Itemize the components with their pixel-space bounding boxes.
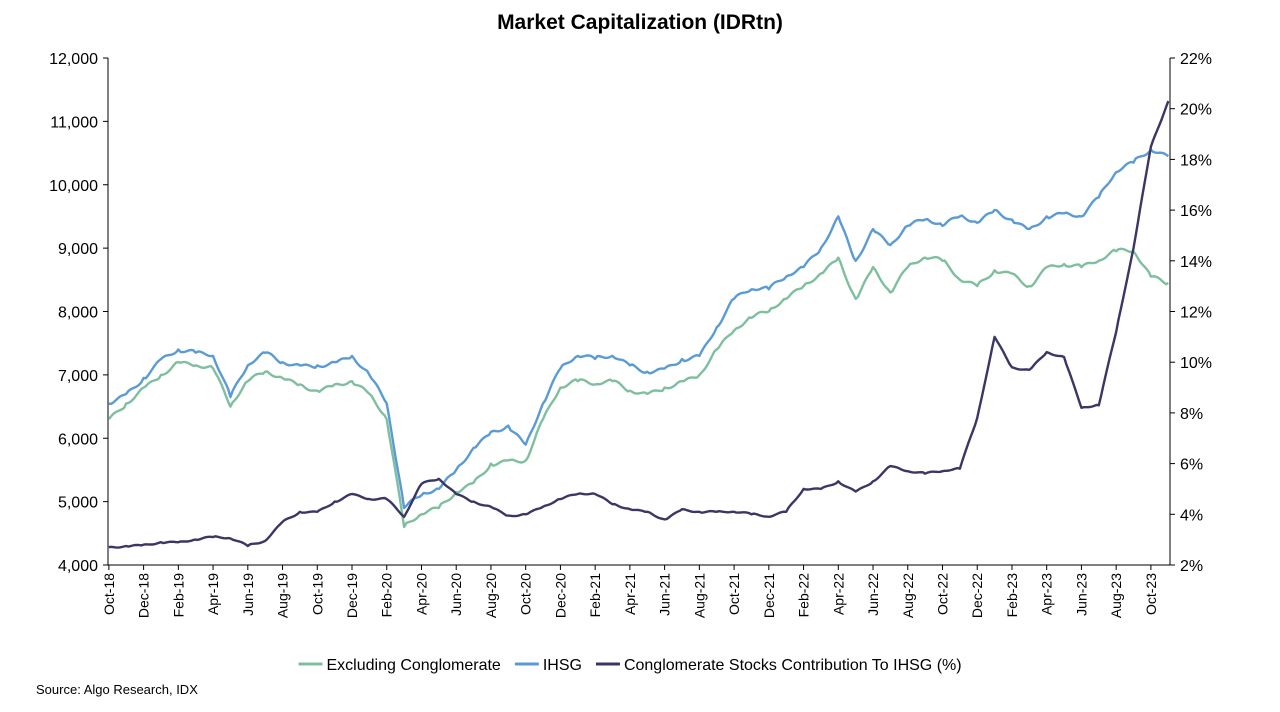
y-left-tick-label: 11,000: [50, 114, 98, 131]
x-tick-label: Aug-23: [1108, 573, 1124, 618]
y-left-tick-label: 12,000: [49, 51, 98, 68]
y-right-tick-label: 22%: [1180, 51, 1212, 68]
x-tick-label: Aug-20: [483, 573, 499, 618]
legend-label: Conglomerate Stocks Contribution To IHSG…: [624, 657, 962, 674]
x-tick-label: Oct-19: [309, 573, 325, 615]
series-line-conglomerate-stocks-contribution-to-ihsg: [108, 100, 1170, 549]
y-left-tick-label: 8,000: [58, 305, 98, 322]
x-tick-label: Feb-23: [1004, 573, 1020, 618]
y-right-tick-label: 10%: [1180, 355, 1212, 372]
y-left-tick-label: 6,000: [58, 431, 98, 448]
x-tick-label: Oct-20: [518, 573, 534, 615]
legend-label: Excluding Conglomerate: [327, 657, 501, 674]
y-right-tick-label: 8%: [1180, 406, 1203, 423]
y-right-tick-label: 16%: [1180, 203, 1212, 220]
x-tick-label: Dec-19: [344, 573, 360, 618]
x-tick-label: Apr-22: [830, 573, 846, 615]
y-left-tick-label: 4,000: [58, 558, 98, 575]
y-right-tick-label: 20%: [1180, 102, 1212, 119]
legend-label: IHSG: [543, 657, 582, 674]
series-line-excluding-conglomerate: [107, 247, 1169, 529]
x-tick-label: Dec-21: [761, 573, 777, 618]
x-tick-label: Apr-20: [413, 573, 429, 615]
y-left-tick-label: 7,000: [58, 368, 98, 385]
x-tick-label: Apr-21: [622, 573, 638, 615]
x-tick-label: Aug-21: [691, 573, 707, 618]
x-tick-label: Jun-22: [865, 573, 881, 616]
x-tick-label: Jun-23: [1073, 573, 1089, 616]
y-right-tick-label: 2%: [1180, 558, 1203, 575]
x-tick-label: Apr-19: [205, 573, 221, 615]
y-left-tick-label: 5,000: [58, 495, 98, 512]
x-tick-label: Dec-18: [136, 573, 152, 618]
x-tick-label: Jun-21: [657, 573, 673, 616]
x-tick-label: Feb-21: [587, 573, 603, 618]
y-right-tick-label: 14%: [1180, 254, 1212, 271]
y-right-tick-label: 6%: [1180, 457, 1203, 474]
x-tick-label: Aug-22: [900, 573, 916, 618]
x-tick-label: Oct-23: [1143, 573, 1159, 615]
series-line-ihsg: [108, 148, 1170, 510]
x-tick-label: Jun-20: [448, 573, 464, 616]
x-tick-label: Dec-20: [552, 573, 568, 618]
x-tick-label: Aug-19: [275, 573, 291, 618]
x-tick-label: Jun-19: [240, 573, 256, 616]
x-tick-label: Oct-21: [726, 573, 742, 615]
y-right-tick-label: 4%: [1180, 507, 1203, 524]
plot-area: 4,000 5,000 6,000 7,000 8,000 9,000 10,000 11,0…: [49, 51, 1212, 618]
x-tick-label: Feb-22: [796, 573, 812, 618]
x-tick-label: Feb-20: [379, 573, 395, 618]
x-tick-label: Oct-18: [101, 573, 117, 615]
x-tick-label: Oct-22: [934, 573, 950, 615]
source-note: Source: Algo Research, IDX: [36, 682, 198, 697]
x-tick-label: Dec-22: [969, 573, 985, 618]
y-left-tick-label: 9,000: [58, 241, 98, 258]
x-tick-label: Apr-23: [1039, 573, 1055, 615]
legend: Excluding Conglomerate IHSG Conglomerate S…: [298, 657, 962, 674]
chart-title: Market Capitalization (IDRtn): [497, 11, 783, 34]
y-right-tick-label: 18%: [1180, 152, 1212, 169]
x-tick-label: Feb-19: [170, 573, 186, 618]
y-right-tick-label: 12%: [1180, 305, 1212, 322]
y-left-tick-label: 10,000: [49, 178, 98, 195]
